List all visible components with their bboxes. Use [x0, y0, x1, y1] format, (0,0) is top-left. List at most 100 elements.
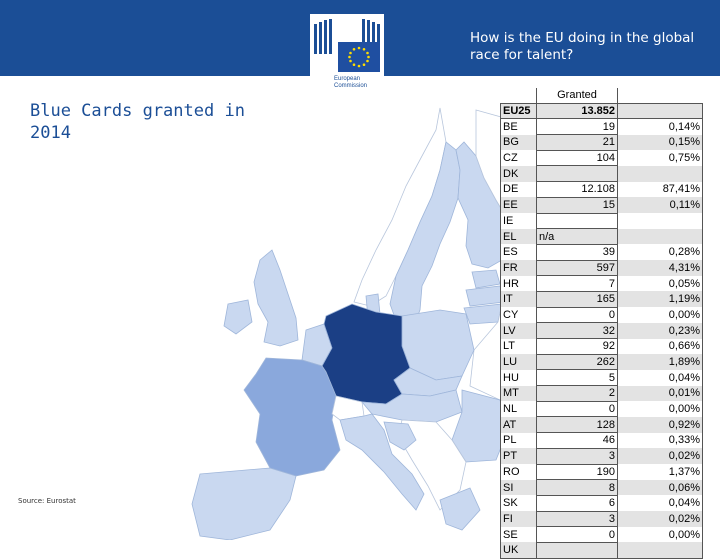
granted-value: 46: [536, 432, 618, 449]
country-code: SK: [500, 495, 537, 512]
table-body: Granted EU25 13.852 BE 19 0,14% BG 21 0,15% CZ…: [500, 88, 703, 559]
share-value: 0,28%: [617, 244, 703, 261]
share-value: 0,11%: [617, 197, 703, 213]
granted-value: 6: [536, 494, 618, 512]
granted-value: 104: [536, 149, 618, 167]
share-value: 0,23%: [617, 322, 703, 339]
granted-value: 0: [536, 306, 618, 324]
share-value: 0,75%: [617, 150, 703, 166]
country-code: LT: [500, 338, 537, 355]
blue-cards-table: Granted EU25 13.852 BE 19 0,14% BG 21 0,15% CZ…: [500, 88, 703, 559]
country-code: BG: [500, 134, 537, 151]
share-value: 0,00%: [617, 401, 703, 417]
share-value: 1,19%: [617, 291, 703, 308]
table-row: BE 19 0,14%: [500, 118, 703, 136]
country-code: SE: [500, 526, 537, 543]
share-value: [617, 213, 703, 229]
share-value: 0,66%: [617, 338, 703, 355]
table-row: UK: [500, 541, 703, 559]
table-row: LU 262 1,89%: [500, 353, 703, 371]
granted-value: 21: [536, 134, 618, 151]
granted-value: [536, 541, 618, 559]
table-row-total: EU25 13.852: [500, 102, 703, 120]
country-code: FR: [500, 260, 537, 276]
table-row: EE 15 0,11%: [500, 196, 703, 214]
granted-value: 3: [536, 510, 618, 528]
country-code: CZ: [500, 150, 537, 166]
logo-text: European Commission: [334, 76, 367, 90]
granted-value: 5: [536, 369, 618, 387]
table-row: MT 2 0,01%: [500, 385, 703, 402]
granted-value: 7: [536, 275, 618, 292]
commission-building-icon: [314, 19, 380, 54]
country-code: EL: [500, 228, 537, 245]
table-row: DE 12.108 87,41%: [500, 181, 703, 198]
table-row: FI 3 0,02%: [500, 510, 703, 528]
table-row: FR 597 4,31%: [500, 259, 703, 277]
country-code: LV: [500, 322, 537, 339]
country-code: FI: [500, 511, 537, 527]
table-row: LV 32 0,23%: [500, 322, 703, 339]
country-code: PL: [500, 432, 537, 449]
granted-value: 92: [536, 338, 618, 355]
share-value: [617, 228, 703, 245]
column-header-granted: Granted: [536, 88, 618, 104]
source-note: Source: Eurostat: [18, 497, 76, 505]
table-row: HR 7 0,05%: [500, 275, 703, 292]
map-italy: [339, 413, 425, 511]
header-title: How is the EU doing in the global race f…: [470, 30, 695, 63]
map-ireland: [223, 299, 253, 335]
country-code: MT: [500, 385, 537, 402]
map-uk: [253, 249, 299, 347]
country-code: UK: [500, 542, 537, 559]
granted-value: 597: [536, 259, 618, 277]
table-row: SK 6 0,04%: [500, 494, 703, 512]
granted-value: 165: [536, 290, 618, 308]
granted-value: 128: [536, 416, 618, 434]
granted-value: 2: [536, 385, 618, 402]
share-value: 0,04%: [617, 495, 703, 512]
map-croatia-slovenia: [383, 421, 417, 451]
country-code: DK: [500, 165, 537, 182]
granted-value: 262: [536, 353, 618, 371]
table-row: PL 46 0,33%: [500, 432, 703, 449]
country-code: IT: [500, 291, 537, 308]
country-code: RO: [500, 464, 537, 480]
table-row: SE 0 0,00%: [500, 526, 703, 543]
granted-value: 0: [536, 526, 618, 543]
granted-value: 12.108: [536, 181, 618, 198]
share-value: 0,05%: [617, 275, 703, 292]
table-row: EL n/a: [500, 228, 703, 245]
granted-value: 3: [536, 447, 618, 465]
share-value: 0,04%: [617, 369, 703, 386]
share-value: 0,92%: [617, 416, 703, 433]
table-row: ES 39 0,28%: [500, 243, 703, 261]
share-value: 1,37%: [617, 464, 703, 480]
share-value: 0,00%: [617, 526, 703, 543]
share-value: 0,14%: [617, 118, 703, 135]
logo-text-line1: European: [334, 76, 361, 82]
table-row: HU 5 0,04%: [500, 369, 703, 387]
share-value: 0,02%: [617, 511, 703, 527]
country-code: NL: [500, 401, 537, 417]
share-value: 0,06%: [617, 479, 703, 496]
map-germany: [321, 303, 411, 405]
country-code: LU: [500, 354, 537, 370]
map-latvia: [465, 285, 505, 307]
country-code: HU: [500, 369, 537, 386]
map-france: [243, 357, 341, 477]
map-estonia: [471, 269, 501, 289]
map-lithuania: [463, 303, 503, 325]
table-row: CY 0 0,00%: [500, 306, 703, 324]
country-code: EE: [500, 197, 537, 213]
granted-value: [536, 165, 618, 183]
table-row: SI 8 0,06%: [500, 479, 703, 496]
granted-value: 8: [536, 479, 618, 496]
share-value: 87,41%: [617, 181, 703, 198]
share-value: 0,33%: [617, 432, 703, 449]
table-row: LT 92 0,66%: [500, 338, 703, 355]
granted-value: 190: [536, 463, 618, 481]
country-code: CY: [500, 307, 537, 323]
map-greece: [439, 487, 481, 531]
share-value: 1,89%: [617, 354, 703, 370]
